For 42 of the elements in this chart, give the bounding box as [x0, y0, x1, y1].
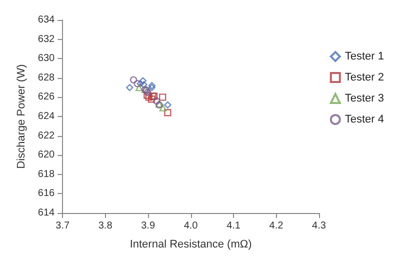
y-axis-title: Discharge Power (W): [16, 64, 28, 169]
point: [134, 80, 141, 88]
point: [136, 80, 144, 88]
point: [153, 97, 160, 105]
point: [148, 96, 156, 103]
point: [126, 84, 134, 92]
point: [140, 81, 148, 88]
point: [148, 82, 156, 90]
point: [164, 109, 172, 116]
y-tick-label: 616: [38, 188, 56, 200]
point: [148, 84, 156, 92]
point: [130, 76, 138, 84]
legend-label: Tester 3: [344, 92, 384, 104]
x-tick-label: 3.7: [56, 220, 70, 232]
y-tick-label: 618: [38, 168, 56, 180]
x-tick-label: 4.3: [312, 220, 326, 232]
x-axis-title: Internal Resistance (mΩ): [130, 238, 252, 250]
point: [158, 94, 166, 101]
point: [135, 84, 143, 92]
y-tick-label: 626: [38, 92, 56, 103]
point: [144, 92, 151, 99]
x-tick-label: 4.0: [184, 220, 198, 232]
y-tick-label: 622: [38, 130, 56, 142]
point: [139, 77, 147, 84]
y-tick-label: 620: [38, 150, 56, 161]
x-tick-label: 4.2: [269, 220, 284, 232]
x-tick-label: 3.9: [141, 220, 156, 232]
legend-label: Tester 4: [344, 114, 384, 126]
y-tick-label: 632: [38, 34, 56, 45]
point: [164, 101, 172, 109]
point: [144, 88, 152, 96]
legend-label: Tester 2: [344, 72, 384, 84]
point: [159, 104, 167, 112]
y-tick-label: 614: [38, 208, 56, 218]
y-tick-label: 624: [38, 111, 56, 122]
point: [145, 94, 153, 101]
y-tick-label: 628: [38, 72, 56, 84]
x-tick-label: 4.1: [226, 220, 241, 232]
y-tick-label: 634: [38, 14, 56, 26]
x-tick-label: 3.8: [98, 220, 113, 232]
y-tick-label: 630: [38, 53, 56, 64]
legend-label: Tester 1: [344, 50, 384, 62]
